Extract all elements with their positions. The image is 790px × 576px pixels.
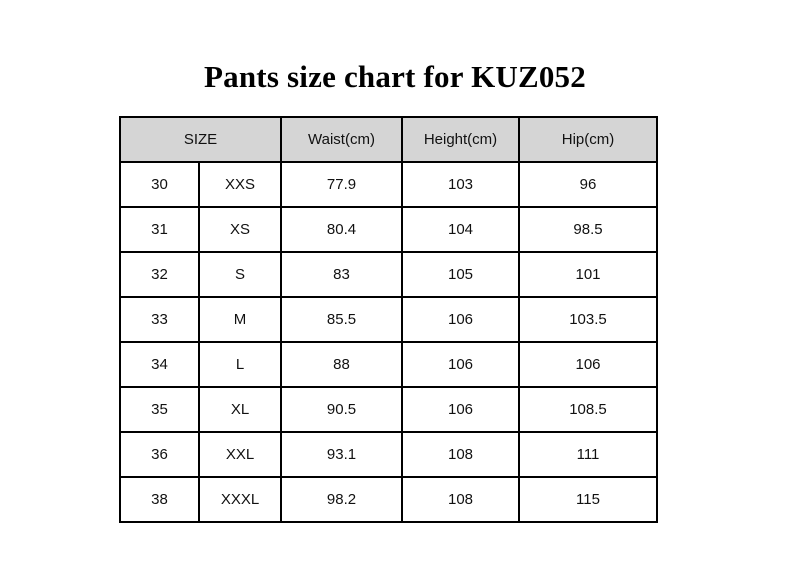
page-title: Pants size chart for KUZ052 [204,59,586,94]
cell-waist: 90.5 [280,386,403,433]
cell-size-num: 33 [119,296,200,343]
cell-size-alpha: M [198,296,282,343]
cell-size-alpha: XL [198,386,282,433]
cell-hip: 115 [518,476,658,523]
cell-size-num: 31 [119,206,200,253]
cell-size-num: 34 [119,341,200,388]
cell-waist: 83 [280,251,403,298]
cell-hip: 98.5 [518,206,658,253]
table-body: 30 XXS 77.9 103 96 31 XS 80.4 104 98.5 3… [119,161,658,523]
table-row: 34 L 88 106 106 [119,341,658,388]
column-header-hip: Hip(cm) [518,116,658,163]
cell-size-alpha: XXXL [198,476,282,523]
cell-hip: 106 [518,341,658,388]
cell-waist: 85.5 [280,296,403,343]
cell-hip: 111 [518,431,658,478]
cell-height: 108 [401,476,520,523]
cell-waist: 88 [280,341,403,388]
cell-size-alpha: L [198,341,282,388]
column-header-size: SIZE [119,116,282,163]
cell-height: 104 [401,206,520,253]
cell-height: 108 [401,431,520,478]
table-row: 32 S 83 105 101 [119,251,658,298]
table-header-row: SIZE Waist(cm) Height(cm) Hip(cm) [119,116,658,163]
cell-waist: 77.9 [280,161,403,208]
column-header-waist: Waist(cm) [280,116,403,163]
cell-size-alpha: XXL [198,431,282,478]
cell-waist: 98.2 [280,476,403,523]
cell-height: 106 [401,386,520,433]
table-row: 33 M 85.5 106 103.5 [119,296,658,343]
size-chart-table: SIZE Waist(cm) Height(cm) Hip(cm) 30 XXS… [119,116,658,523]
table-row: 35 XL 90.5 106 108.5 [119,386,658,433]
cell-size-num: 32 [119,251,200,298]
cell-size-alpha: XS [198,206,282,253]
cell-size-num: 35 [119,386,200,433]
cell-size-num: 36 [119,431,200,478]
cell-hip: 101 [518,251,658,298]
cell-size-alpha: XXS [198,161,282,208]
cell-height: 103 [401,161,520,208]
table-row: 36 XXL 93.1 108 111 [119,431,658,478]
cell-hip: 96 [518,161,658,208]
table-row: 31 XS 80.4 104 98.5 [119,206,658,253]
cell-size-num: 30 [119,161,200,208]
cell-height: 105 [401,251,520,298]
cell-hip: 103.5 [518,296,658,343]
cell-hip: 108.5 [518,386,658,433]
column-header-height: Height(cm) [401,116,520,163]
size-chart-table-container: SIZE Waist(cm) Height(cm) Hip(cm) 30 XXS… [119,116,658,523]
table-row: 30 XXS 77.9 103 96 [119,161,658,208]
cell-size-alpha: S [198,251,282,298]
cell-size-num: 38 [119,476,200,523]
cell-waist: 80.4 [280,206,403,253]
table-row: 38 XXXL 98.2 108 115 [119,476,658,523]
table-header: SIZE Waist(cm) Height(cm) Hip(cm) [119,116,658,163]
cell-height: 106 [401,296,520,343]
cell-height: 106 [401,341,520,388]
cell-waist: 93.1 [280,431,403,478]
